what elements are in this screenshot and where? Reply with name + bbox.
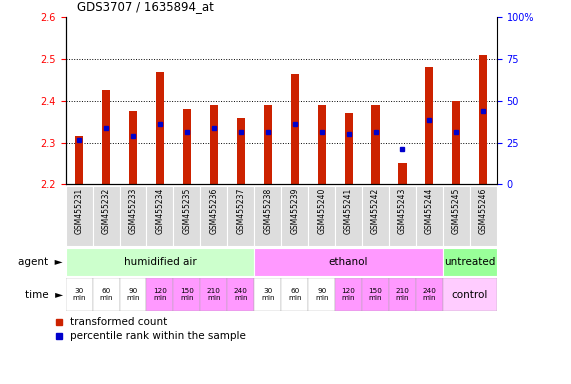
Text: 60
min: 60 min [99,288,113,301]
Text: 150
min: 150 min [369,288,383,301]
Bar [416,186,443,246]
Text: 240
min: 240 min [423,288,436,301]
Bar [66,248,254,276]
Bar [119,278,147,311]
Bar [281,186,308,246]
Text: 30
min: 30 min [261,288,275,301]
Bar [237,118,245,184]
Bar [254,186,281,246]
Text: percentile rank within the sample: percentile rank within the sample [70,331,246,341]
Text: control: control [452,290,488,300]
Bar [200,186,227,246]
Bar [389,278,416,311]
Text: 150
min: 150 min [180,288,194,301]
Text: transformed count: transformed count [70,316,167,327]
Text: GSM455244: GSM455244 [425,188,434,234]
Bar [443,248,497,276]
Bar [174,186,200,246]
Bar [399,164,407,184]
Bar [147,186,174,246]
Text: GSM455233: GSM455233 [128,188,138,234]
Text: GSM455238: GSM455238 [263,188,272,234]
Bar [425,68,433,184]
Bar [317,105,325,184]
Text: GSM455245: GSM455245 [452,188,461,234]
Text: agent  ►: agent ► [18,257,63,267]
Bar [119,186,147,246]
Bar [264,105,272,184]
Text: GSM455234: GSM455234 [155,188,164,234]
Text: GSM455246: GSM455246 [479,188,488,234]
Text: humidified air: humidified air [123,257,196,267]
Text: 120
min: 120 min [153,288,167,301]
Text: 30
min: 30 min [73,288,86,301]
Bar [147,278,174,311]
Bar [470,186,497,246]
Text: untreated: untreated [444,257,496,267]
Bar [416,278,443,311]
Bar [93,278,119,311]
Bar [200,278,227,311]
Bar [254,278,281,311]
Text: GSM455235: GSM455235 [182,188,191,234]
Bar [479,55,487,184]
Bar [254,248,443,276]
Text: GSM455243: GSM455243 [398,188,407,234]
Bar [156,71,164,184]
Bar [66,278,93,311]
Text: GSM455239: GSM455239 [290,188,299,234]
Bar [362,278,389,311]
Bar [452,101,460,184]
Text: 90
min: 90 min [126,288,140,301]
Text: 240
min: 240 min [234,288,248,301]
Text: GSM455232: GSM455232 [102,188,111,234]
Bar [372,105,380,184]
Text: time  ►: time ► [25,290,63,300]
Bar [210,105,218,184]
Bar [66,186,93,246]
Bar [443,186,470,246]
Bar [344,113,353,184]
Bar [308,278,335,311]
Bar [291,74,299,184]
Text: GDS3707 / 1635894_at: GDS3707 / 1635894_at [77,0,214,13]
Bar [308,186,335,246]
Bar [281,278,308,311]
Text: GSM455241: GSM455241 [344,188,353,234]
Bar [335,186,362,246]
Text: GSM455231: GSM455231 [75,188,83,234]
Text: GSM455237: GSM455237 [236,188,246,234]
Bar [102,90,110,184]
Bar [335,278,362,311]
Bar [389,186,416,246]
Bar [227,186,254,246]
Bar [227,278,254,311]
Text: 90
min: 90 min [315,288,328,301]
Bar [129,111,137,184]
Bar [75,136,83,184]
Bar [174,278,200,311]
Bar [183,109,191,184]
Text: 210
min: 210 min [396,288,409,301]
Text: GSM455242: GSM455242 [371,188,380,234]
Bar [93,186,119,246]
Bar [443,278,497,311]
Text: 210
min: 210 min [207,288,221,301]
Text: GSM455236: GSM455236 [210,188,218,234]
Text: GSM455240: GSM455240 [317,188,326,234]
Text: 120
min: 120 min [341,288,356,301]
Text: ethanol: ethanol [329,257,368,267]
Bar [362,186,389,246]
Text: 60
min: 60 min [288,288,301,301]
